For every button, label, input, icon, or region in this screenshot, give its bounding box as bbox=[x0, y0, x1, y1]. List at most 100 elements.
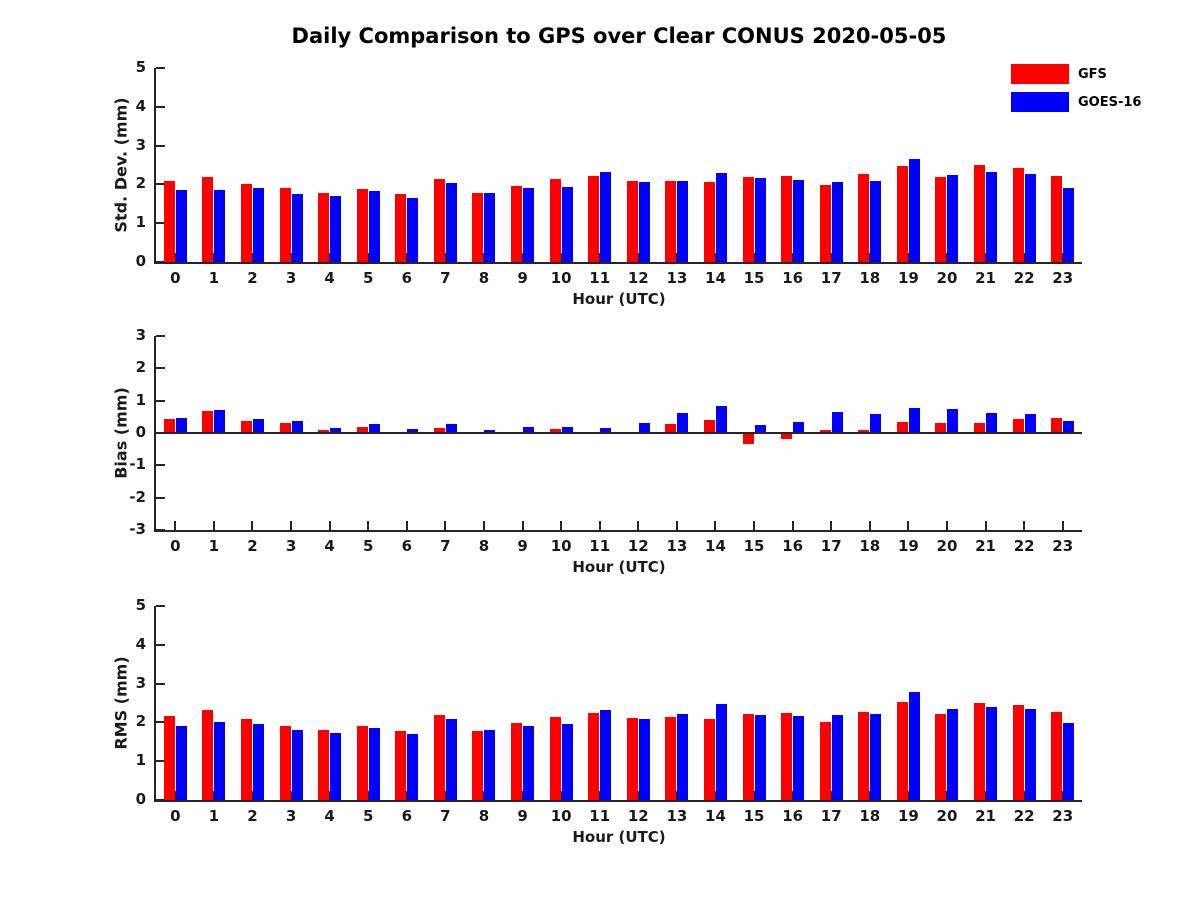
bar-gfs-h10 bbox=[549, 178, 561, 262]
bar-gfs-h13 bbox=[665, 717, 677, 800]
bar-gfs-h6 bbox=[395, 194, 407, 262]
bar-goes-16-h11 bbox=[600, 427, 612, 433]
bar-gfs-h15 bbox=[742, 433, 754, 445]
bar-goes-16-h4 bbox=[330, 428, 342, 433]
x-tick-label: 20 bbox=[936, 269, 958, 287]
x-tick-label: 14 bbox=[705, 269, 726, 287]
x-tick-mark bbox=[290, 253, 293, 262]
x-tick-mark bbox=[251, 521, 254, 530]
x-tick-mark bbox=[830, 521, 833, 530]
bar-gfs-h18 bbox=[858, 429, 870, 433]
bar-goes-16-h22 bbox=[1024, 173, 1036, 262]
x-tick-label: 21 bbox=[975, 269, 996, 287]
bar-gfs-h23 bbox=[1051, 418, 1063, 433]
bar-goes-16-h11 bbox=[600, 709, 612, 800]
bar-goes-16-h14 bbox=[715, 405, 727, 433]
y-tick-mark bbox=[156, 105, 165, 108]
x-tick-mark bbox=[945, 521, 948, 530]
x-tick-label: 17 bbox=[820, 807, 842, 825]
y-tick-label: 0 bbox=[135, 790, 146, 808]
bar-gfs-h23 bbox=[1051, 711, 1063, 800]
y-tick-mark bbox=[156, 432, 165, 434]
bar-goes-16-h5 bbox=[368, 728, 380, 800]
x-tick-label: 22 bbox=[1013, 269, 1035, 287]
bar-goes-16-h8 bbox=[484, 730, 496, 800]
x-tick-mark bbox=[945, 791, 948, 800]
zero-reference-line bbox=[156, 432, 1082, 434]
x-tick-mark bbox=[868, 791, 871, 800]
y-tick-label: -2 bbox=[129, 487, 146, 506]
bar-gfs-h3 bbox=[279, 422, 291, 433]
x-tick-label: 16 bbox=[782, 269, 804, 287]
bar-goes-16-h20 bbox=[947, 408, 959, 433]
bar-gfs-h0 bbox=[163, 715, 175, 800]
bar-goes-16-h14 bbox=[715, 172, 727, 262]
x-tick-label: 5 bbox=[362, 807, 374, 825]
y-tick-mark bbox=[156, 799, 165, 801]
bar-gfs-h2 bbox=[240, 719, 252, 800]
x-tick-label: 16 bbox=[782, 537, 804, 555]
x-tick-label: 7 bbox=[440, 807, 451, 825]
bar-gfs-h18 bbox=[858, 712, 870, 800]
x-tick-mark bbox=[753, 791, 756, 800]
bar-gfs-h19 bbox=[896, 165, 908, 262]
y-tick-label: 2 bbox=[135, 712, 146, 731]
x-tick-mark bbox=[251, 253, 254, 262]
x-tick-label: 17 bbox=[820, 537, 842, 555]
bar-goes-16-h4 bbox=[330, 195, 342, 262]
x-axis-spine bbox=[154, 262, 1082, 264]
y-tick-label: -1 bbox=[129, 455, 146, 474]
bar-gfs-h20 bbox=[935, 423, 947, 433]
bar-goes-16-h12 bbox=[638, 719, 650, 800]
x-tick-label: 2 bbox=[247, 807, 258, 825]
x-tick-mark bbox=[521, 253, 524, 262]
x-tick-label: 11 bbox=[589, 269, 611, 287]
bar-goes-16-h10 bbox=[561, 187, 573, 262]
x-tick-label: 4 bbox=[324, 269, 335, 287]
bar-goes-16-h0 bbox=[175, 418, 187, 433]
x-tick-label: 15 bbox=[743, 537, 765, 555]
y-tick-label: 5 bbox=[135, 596, 146, 614]
x-tick-label: 6 bbox=[401, 269, 412, 287]
gfs-color-swatch bbox=[1011, 64, 1069, 84]
bar-gfs-h4 bbox=[318, 192, 330, 262]
bar-gfs-h7 bbox=[433, 715, 445, 800]
x-tick-label: 2 bbox=[247, 269, 258, 287]
x-tick-label: 14 bbox=[705, 537, 726, 555]
bar-goes-16-h16 bbox=[793, 716, 805, 800]
bar-goes-16-h11 bbox=[600, 171, 612, 262]
bar-gfs-h4 bbox=[318, 430, 330, 433]
x-tick-label: 8 bbox=[478, 269, 490, 287]
y-tick-label: 1 bbox=[135, 390, 146, 409]
bar-goes-16-h1 bbox=[214, 190, 226, 262]
x-tick-mark bbox=[675, 521, 678, 530]
x-tick-mark bbox=[328, 253, 331, 262]
x-tick-mark bbox=[174, 791, 177, 800]
chart-title: Daily Comparison to GPS over Clear CONUS… bbox=[291, 24, 947, 48]
x-tick-label: 22 bbox=[1013, 537, 1035, 555]
x-tick-label: 15 bbox=[743, 807, 765, 825]
bar-gfs-h5 bbox=[356, 725, 368, 800]
bar-goes-16-h23 bbox=[1063, 723, 1075, 800]
x-tick-mark bbox=[907, 521, 910, 530]
bar-gfs-h2 bbox=[240, 183, 252, 262]
bar-goes-16-h6 bbox=[407, 428, 419, 433]
bar-goes-16-h22 bbox=[1024, 414, 1036, 433]
x-tick-mark bbox=[1061, 521, 1064, 530]
y-tick-mark bbox=[156, 367, 165, 370]
y-tick-mark bbox=[156, 399, 165, 402]
y-tick-mark bbox=[156, 496, 165, 499]
bar-goes-16-h2 bbox=[252, 724, 264, 800]
bar-gfs-h12 bbox=[626, 180, 638, 262]
x-tick-mark bbox=[637, 521, 640, 530]
x-tick-label: 19 bbox=[897, 269, 919, 287]
y-tick-label: 4 bbox=[135, 96, 146, 115]
bar-gfs-h8 bbox=[472, 193, 484, 262]
bar-goes-16-h7 bbox=[445, 423, 457, 433]
bar-goes-16-h16 bbox=[793, 180, 805, 262]
x-tick-mark bbox=[598, 791, 601, 800]
bar-goes-16-h7 bbox=[445, 718, 457, 800]
x-tick-label: 3 bbox=[285, 537, 297, 555]
bar-goes-16-h10 bbox=[561, 724, 573, 800]
bar-gfs-h0 bbox=[163, 180, 175, 262]
